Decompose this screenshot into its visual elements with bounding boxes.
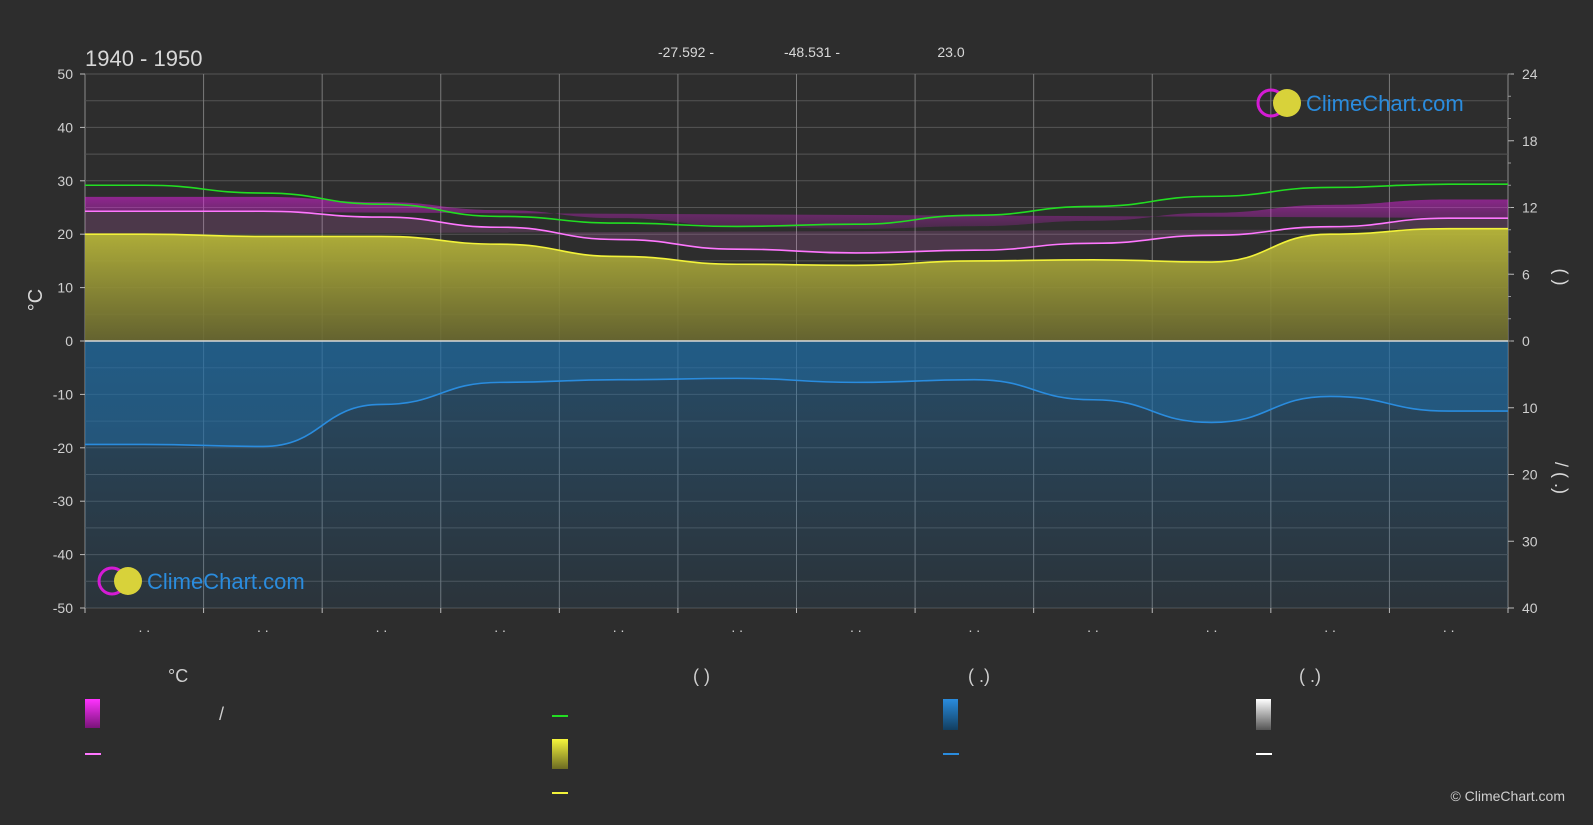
sunshine-line [85, 227, 1508, 267]
y-tick-label-right-top: 6 [1522, 266, 1530, 282]
precipitation-upper-area [85, 341, 1508, 447]
legend-section-snow-title: ( .) [1299, 666, 1321, 686]
y-axis-label-left: °C [25, 289, 47, 311]
x-tick-label: . . [731, 619, 743, 635]
x-tick-label: . . [1443, 619, 1455, 635]
x-tick-label: . . [1206, 619, 1218, 635]
climechart-logo-top: ClimeChart.com [1256, 88, 1464, 118]
y-tick-label-left: -50 [53, 600, 73, 616]
logo-sun-icon [114, 567, 142, 595]
y-tick-label-left: 40 [57, 119, 73, 135]
climechart-logo-bottom: ClimeChart.com [97, 566, 305, 596]
latitude: -27.592 - [658, 44, 714, 60]
y-tick-label-right-bottom: 30 [1522, 533, 1538, 549]
x-tick-label: . . [1087, 619, 1099, 635]
longitude: -48.531 - [784, 44, 840, 60]
temperature-mean-line [84, 210, 1508, 254]
logo-sun-icon [1273, 89, 1301, 117]
copyright: © ClimeChart.com [1450, 788, 1565, 804]
legend-swatch-temp-mean [85, 753, 101, 755]
legend-section-daylight-title: ( ) [693, 666, 710, 686]
y-tick-label-left: -40 [53, 547, 73, 563]
y-tick-label-left: 0 [65, 333, 73, 349]
y-tick-label-right-bottom: 40 [1522, 600, 1538, 616]
y-tick-label-right-top: 18 [1522, 133, 1538, 149]
legend-swatch-sunshine-line [552, 792, 568, 794]
y-tick-label-right-top: 24 [1522, 66, 1538, 82]
y-tick-label-left: 30 [57, 173, 73, 189]
legend-section-temperature-title: °C [168, 666, 189, 686]
legend-swatch-snow-band [1256, 699, 1271, 730]
y-tick-label-left: 10 [57, 280, 73, 296]
temperature-band [85, 196, 1508, 229]
x-tick-label: . . [257, 619, 269, 635]
y-tick-label-right-top: 12 [1522, 200, 1538, 216]
x-tick-label: . . [613, 619, 625, 635]
y-tick-label-right-bottom: 10 [1522, 400, 1538, 416]
y-tick-label-left: -20 [53, 440, 73, 456]
plot-area: 50 40 30 20 10 0 -10 -20 -30 -40 -50 24 18 12 6 0 10 20 30… [53, 66, 1538, 635]
temperature-fill [85, 211, 1508, 253]
logo-text-bottom: ClimeChart.com [147, 569, 305, 594]
daylight-line [85, 183, 1508, 228]
legend-swatch-precip-line [943, 753, 959, 755]
x-tick-label: . . [969, 619, 981, 635]
x-tick-label: . . [850, 619, 862, 635]
legend-swatch-temp-band [85, 699, 100, 728]
y-axis-label-right-top: ( ) [1551, 269, 1571, 286]
x-tick-label: . . [494, 619, 506, 635]
y-tick-label-left: -10 [53, 386, 73, 402]
legend-temp-label: / [219, 704, 225, 724]
y-tick-label-left: -30 [53, 493, 73, 509]
legend-swatch-sunshine-band [552, 739, 568, 769]
sunshine-area [85, 228, 1508, 341]
y-tick-label-right-top: 0 [1522, 333, 1530, 349]
legend-swatch-snow-line [1256, 753, 1272, 755]
precipitation-line [84, 377, 1508, 448]
precipitation-area [85, 341, 1508, 608]
elevation: 23.0 [937, 44, 964, 60]
legend-section-precip-title: ( .) [968, 666, 990, 686]
logo-text-top: ClimeChart.com [1306, 91, 1464, 116]
y-tick-label-left: 50 [57, 66, 73, 82]
x-tick-label: . . [1324, 619, 1336, 635]
y-axis-label-right-bottom: / ( .) [1551, 462, 1571, 494]
legend-swatch-daylight [552, 715, 568, 717]
period-title: 1940 - 1950 [85, 46, 202, 71]
y-tick-label-right-bottom: 20 [1522, 467, 1538, 483]
y-tick-label-left: 20 [57, 226, 73, 242]
x-tick-label: . . [376, 619, 388, 635]
legend-swatch-precip-band [943, 699, 958, 730]
x-tick-label: . . [138, 619, 150, 635]
